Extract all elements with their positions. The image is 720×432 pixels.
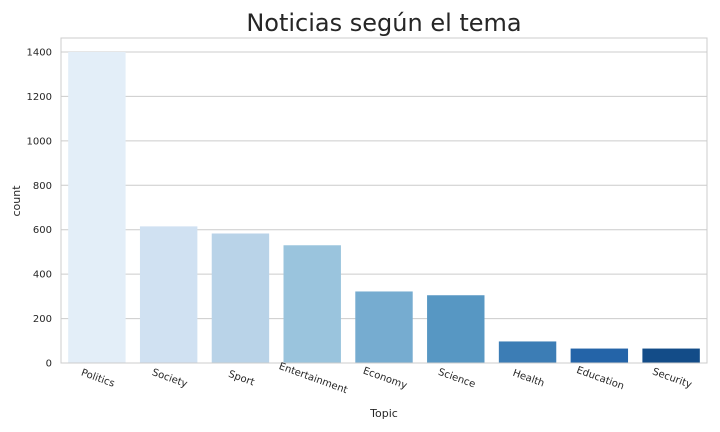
y-tick-label: 1000 [27,136,52,147]
bar-sport [211,233,270,363]
x-tick-label: Entertainment [277,361,349,396]
x-tick-labels: Politics Society Sport Entertainment Economy… [80,361,694,396]
bars [68,51,700,364]
bar-education [570,348,629,363]
plot-frame [60,37,708,364]
bar-entertainment [283,245,341,363]
y-tick-label: 200 [33,314,52,325]
x-tick-label: Health [511,368,546,390]
y-tick-label: 400 [33,270,52,281]
bar-politics [68,51,126,364]
y-axis-label: count [10,185,23,217]
y-tick-label: 600 [33,225,52,236]
bar-health [498,341,557,363]
x-tick-label: Society [150,367,188,390]
bar-economy [355,291,413,363]
bar-society [139,226,198,363]
x-tick-label: Sport [227,369,256,389]
x-tick-label: Science [437,367,477,391]
y-tick-label: 800 [33,181,52,192]
bar-science [427,295,485,363]
x-tick-label: Education [575,365,626,392]
chart-title: Noticias según el tema [246,9,521,37]
y-tick-labels: 0 200 400 600 800 1000 1200 1400 [27,47,52,369]
x-tick-label: Economy [361,366,408,392]
y-tick-label: 1400 [27,47,52,58]
x-tick-label: Politics [80,368,116,390]
y-tick-label: 1200 [27,92,52,103]
bar-security [642,348,700,363]
x-axis-label: Topic [369,407,398,420]
y-tick-label: 0 [46,359,52,370]
x-tick-label: Security [651,366,693,390]
